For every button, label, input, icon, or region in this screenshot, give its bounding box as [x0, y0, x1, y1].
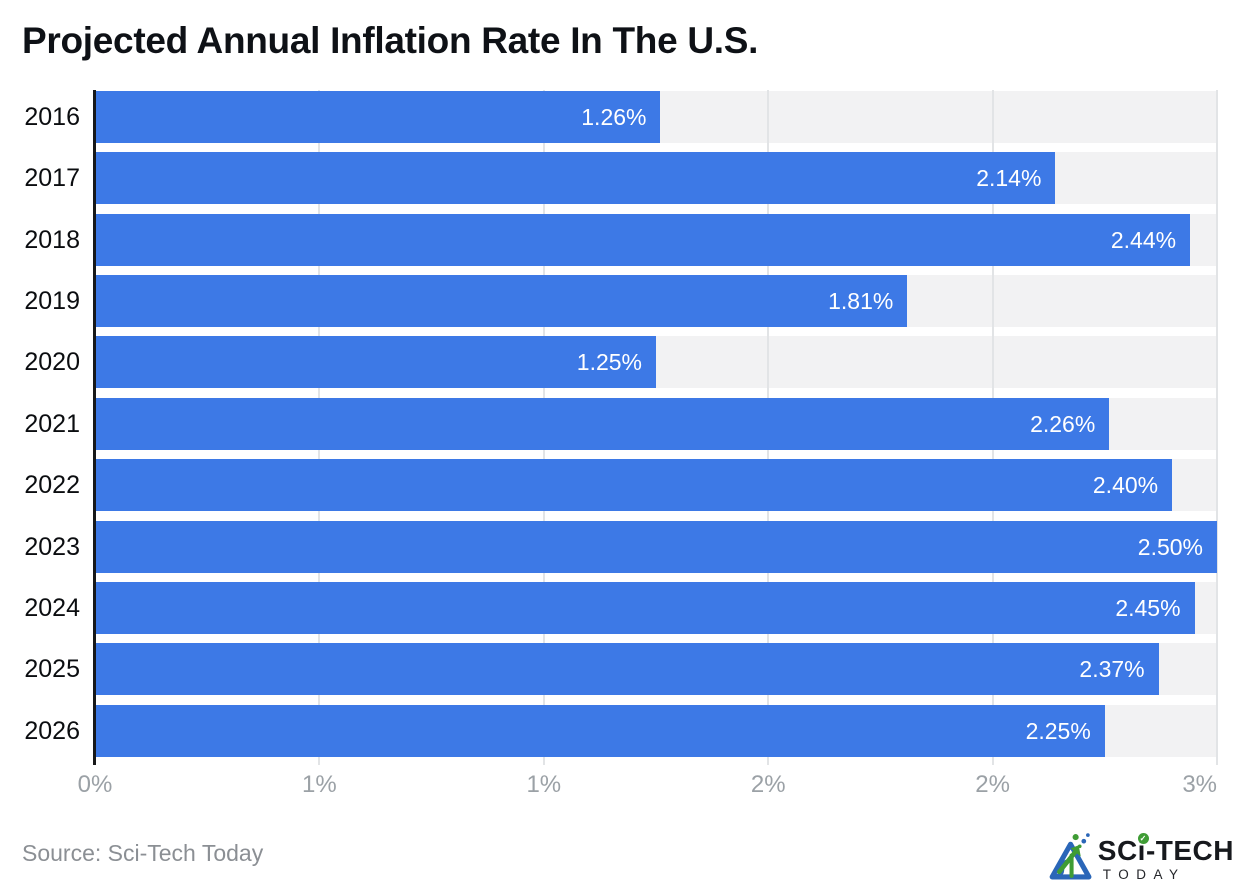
y-axis-line	[93, 90, 96, 765]
year-label: 2019	[24, 287, 80, 316]
bar-value-label: 2.44%	[1110, 226, 1177, 253]
gridline	[1216, 90, 1218, 765]
bar-value-label: 2.45%	[1115, 594, 1181, 621]
x-axis-tick-label: 2%	[975, 771, 1010, 798]
y-axis-labels: 2016 2017 2018 2019 2020 2021 2022 2023 2024 2025…	[0, 90, 80, 765]
bar-value-label: 2.37%	[1079, 656, 1145, 683]
bar-2023: 2.50%	[95, 520, 1217, 573]
year-label: 2026	[24, 716, 80, 745]
plot-area: 1.26% 2.14% 2.44% 1.81% 1.25% 2.26% 2.40% 2.50%…	[95, 90, 1218, 765]
year-label: 2023	[24, 532, 80, 561]
scitech-logo-icon	[1044, 831, 1093, 887]
year-label: 2025	[24, 655, 80, 684]
year-label: 2018	[24, 225, 80, 254]
x-axis-tick-label: 0%	[77, 771, 113, 798]
year-label: 2022	[24, 471, 80, 500]
bar-2017: 2.14%	[95, 152, 1056, 205]
scitech-logo: SC ✓ i -TECH TODAY	[1044, 831, 1234, 887]
year-label: 2016	[24, 103, 80, 131]
bar-2025: 2.37%	[95, 643, 1159, 696]
bar-value-label: 1.81%	[828, 288, 894, 315]
brand-i: ✓ i	[1137, 832, 1149, 866]
chart-title: Projected Annual Inflation Rate In The U…	[22, 20, 759, 61]
bar-value-label: 1.26%	[581, 104, 647, 130]
year-label: 2017	[24, 164, 80, 193]
bar-2020: 1.25%	[95, 336, 656, 389]
bar-2024: 2.45%	[95, 581, 1195, 634]
scitech-logo-text: SC ✓ i -TECH TODAY	[1097, 832, 1234, 882]
bar-2016: 1.26%	[95, 91, 661, 143]
x-axis-tick-label: 1%	[526, 771, 562, 798]
bar-value-label: 2.50%	[1137, 533, 1203, 560]
bar-value-label: 2.26%	[1030, 410, 1096, 437]
year-label: 2020	[24, 348, 80, 377]
bar-2022: 2.40%	[95, 459, 1173, 512]
x-axis-tick-label: 3%	[1182, 771, 1217, 798]
brand-today: TODAY	[1102, 866, 1186, 882]
bar-value-label: 2.40%	[1092, 472, 1159, 499]
bar-value-label: 2.25%	[1025, 717, 1091, 744]
bar-2026: 2.25%	[95, 704, 1105, 757]
brand-right: -TECH	[1145, 834, 1234, 866]
bar-value-label: 1.25%	[576, 349, 642, 376]
year-label: 2021	[24, 409, 80, 438]
brand-left: SC	[1097, 834, 1138, 866]
brand-name: SC ✓ i -TECH	[1097, 832, 1234, 866]
bar-2019: 1.81%	[95, 275, 908, 328]
bar-2021: 2.26%	[95, 397, 1110, 450]
year-label: 2024	[24, 593, 80, 622]
bar-2018: 2.44%	[95, 213, 1191, 266]
x-axis-tick-label: 2%	[750, 771, 786, 798]
source-text: Source: Sci-Tech Today	[22, 840, 264, 866]
x-axis-tick-label: 1%	[302, 771, 337, 798]
bar-value-label: 2.14%	[976, 165, 1042, 192]
check-icon: ✓	[1137, 832, 1149, 844]
